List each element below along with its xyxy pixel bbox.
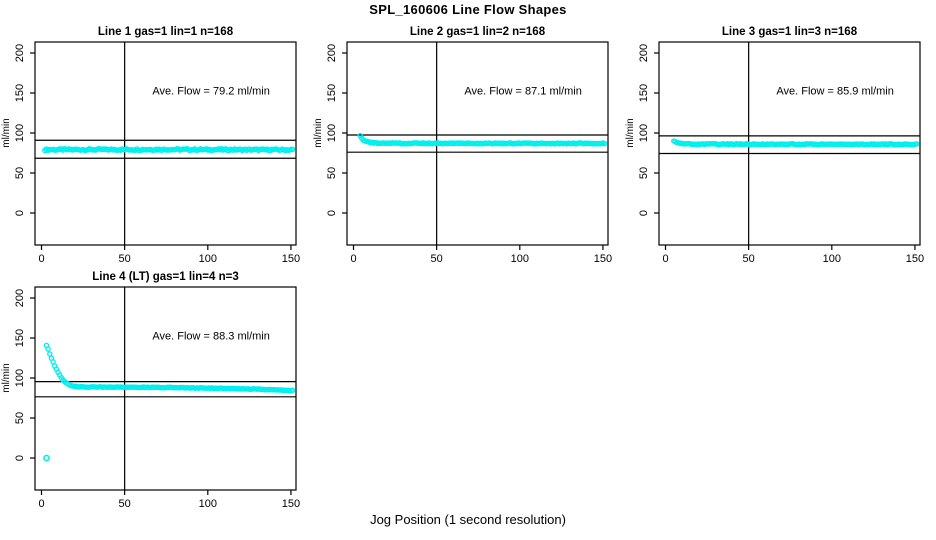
panel-title: Line 2 gas=1 lin=2 n=168 — [410, 26, 546, 38]
y-axis-tick-label: 0 — [14, 455, 26, 461]
x-axis-tick-label: 100 — [823, 253, 841, 265]
data-point — [289, 387, 296, 394]
x-axis-tick-label: 50 — [119, 498, 131, 510]
panel-title: Line 3 gas=1 lin=3 n=168 — [722, 26, 858, 38]
y-axis-tick-label: 150 — [326, 84, 338, 102]
y-axis-tick-label: 100 — [14, 369, 26, 387]
ave-flow-annotation: Ave. Flow = 85.9 ml/min — [776, 86, 893, 98]
y-axis-tick-label: 200 — [638, 44, 650, 62]
x-axis-tick-label: 100 — [199, 498, 217, 510]
flow-panel-4: Line 4 (LT) gas=1 lin=4 n=3 0 50 100 150 0 50 1… — [1, 271, 300, 510]
panel-title: Line 1 gas=1 lin=1 n=168 — [98, 26, 234, 38]
y-axis-tick-label: 100 — [638, 124, 650, 142]
x-axis-tick-label: 0 — [662, 253, 668, 265]
y-axis-tick-label: 50 — [14, 167, 26, 179]
outlier-data-point — [43, 454, 50, 462]
x-axis-tick-label: 150 — [594, 253, 612, 265]
chart-title: SPL_160606 Line Flow Shapes — [369, 2, 567, 17]
y-axis-label: ml/min — [1, 118, 12, 147]
panel-title: Line 4 (LT) gas=1 lin=4 n=3 — [92, 271, 238, 283]
x-axis-tick-label: 100 — [511, 253, 529, 265]
x-axis-caption: Jog Position (1 second resolution) — [370, 512, 566, 527]
y-axis-tick-label: 50 — [638, 167, 650, 179]
y-axis-tick-label: 200 — [326, 44, 338, 62]
flow-panel-3: Line 3 gas=1 lin=3 n=168 0 50 100 150 0 50 100 1… — [625, 26, 924, 265]
ave-flow-annotation: Ave. Flow = 88.3 ml/min — [152, 331, 269, 343]
plot-box — [34, 41, 297, 246]
y-axis-tick-label: 200 — [14, 289, 26, 307]
y-axis-tick-label: 150 — [638, 84, 650, 102]
plot-box — [34, 286, 297, 491]
y-axis-label: ml/min — [1, 363, 12, 392]
y-axis-label: ml/min — [625, 118, 636, 147]
data-point — [601, 140, 608, 147]
ave-flow-annotation: Ave. Flow = 79.2 ml/min — [152, 86, 269, 98]
y-axis-tick-label: 200 — [14, 44, 26, 62]
ave-flow-annotation: Ave. Flow = 87.1 ml/min — [464, 86, 581, 98]
data-points — [357, 132, 608, 147]
x-axis-tick-label: 0 — [38, 253, 44, 265]
y-axis-tick-label: 0 — [326, 210, 338, 216]
data-point — [289, 146, 296, 153]
x-axis-tick-label: 150 — [282, 498, 300, 510]
y-axis-tick-label: 0 — [14, 210, 26, 216]
x-axis-tick-label: 50 — [119, 253, 131, 265]
x-axis-tick-label: 0 — [350, 253, 356, 265]
data-point — [913, 141, 920, 147]
y-axis-tick-label: 50 — [14, 412, 26, 424]
plot-box — [658, 41, 921, 246]
x-axis-tick-label: 150 — [282, 253, 300, 265]
y-axis-tick-label: 100 — [14, 124, 26, 142]
data-points — [671, 138, 920, 148]
y-axis-tick-label: 100 — [326, 124, 338, 142]
plot-box — [346, 41, 609, 246]
y-axis-label: ml/min — [313, 118, 324, 147]
x-axis-tick-label: 50 — [743, 253, 755, 265]
data-point — [50, 358, 56, 365]
data-points — [43, 342, 296, 462]
data-point — [45, 346, 51, 352]
y-axis-tick-label: 0 — [638, 210, 650, 216]
y-axis-tick-label: 150 — [14, 329, 26, 347]
x-axis-tick-label: 150 — [906, 253, 924, 265]
x-axis-tick-label: 0 — [38, 498, 44, 510]
x-axis-tick-label: 50 — [431, 253, 443, 265]
flow-panel-1: Line 1 gas=1 lin=1 n=168 0 50 100 150 0 50 100 1… — [1, 26, 300, 265]
y-axis-tick-label: 50 — [326, 167, 338, 179]
y-axis-tick-label: 150 — [14, 84, 26, 102]
data-points — [42, 146, 296, 154]
x-axis-tick-label: 100 — [199, 253, 217, 265]
flow-panel-2: Line 2 gas=1 lin=2 n=168 0 50 100 150 0 50 100 1… — [313, 26, 612, 265]
